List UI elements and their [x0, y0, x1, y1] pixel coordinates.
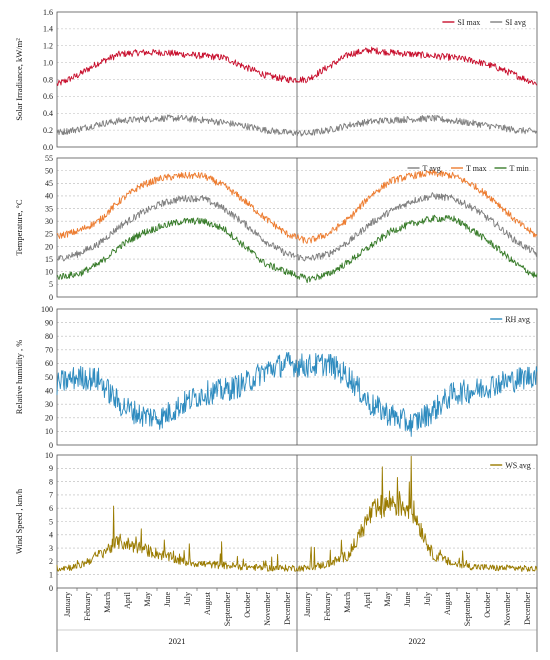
series-line-t-avg — [56, 192, 538, 262]
y-tick-label: 60 — [45, 359, 53, 368]
y-tick-label: 80 — [45, 332, 53, 341]
x-tick-label: December — [523, 592, 532, 625]
series-line-rh-avg — [56, 352, 538, 437]
x-tick-label: March — [103, 592, 112, 613]
y-tick-label: 20 — [45, 414, 53, 423]
y-tick-label: 5 — [49, 280, 53, 289]
y-tick-label: 1.4 — [43, 25, 53, 34]
y-tick-label: 0 — [49, 293, 53, 302]
x-tick-label: September — [463, 592, 472, 627]
legend-entry-label: T max — [466, 164, 487, 173]
legend-entry-label: RH avg — [505, 315, 530, 324]
panels: 0.0 0.2 0.4 0.6 0.8 1.0 1.2 1.4 1.6 Solar Irradia… — [14, 8, 538, 593]
y-tick-label: 100 — [41, 305, 53, 314]
y-axis-label: Solar Irradiance, kW/m² — [14, 38, 24, 121]
legend-entry-label: T avg — [423, 164, 441, 173]
y-tick-label: 20 — [45, 242, 53, 251]
y-tick-label: 7 — [49, 491, 53, 500]
x-axis: January February March April May June July Augu… — [56, 588, 538, 652]
y-tick-label: 35 — [45, 204, 53, 213]
y-tick-label: 0.6 — [43, 92, 53, 101]
y-tick-label: 0 — [49, 441, 53, 450]
y-tick-label: 90 — [45, 318, 53, 327]
x-tick-label: November — [503, 592, 512, 626]
y-axis-label: Wind Speed , km/h — [14, 488, 24, 554]
x-tick-label: December — [283, 592, 292, 625]
y-tick-label: 2 — [49, 557, 53, 566]
x-tick-label: June — [163, 592, 172, 607]
y-tick-label: 30 — [45, 217, 53, 226]
x-tick-label: April — [363, 591, 372, 609]
y-tick-label: 40 — [45, 386, 53, 395]
x-tick-label: March — [343, 592, 352, 613]
x-tick-label: October — [483, 592, 492, 618]
x-tick-label: November — [263, 592, 272, 626]
y-tick-label: 0.4 — [43, 109, 53, 118]
y-tick-label: 1 — [49, 571, 53, 580]
x-tick-label: September — [223, 592, 232, 627]
x-tick-label: February — [83, 592, 92, 621]
y-tick-label: 55 — [45, 154, 53, 163]
x-tick-label: February — [323, 592, 332, 621]
x-tick-label: July — [423, 592, 432, 605]
x-tick-label: June — [403, 592, 412, 607]
x-tick-label: October — [243, 592, 252, 618]
y-tick-label: 0.8 — [43, 75, 53, 84]
x-tick-label: May — [383, 592, 392, 607]
x-tick-label: January — [63, 592, 72, 617]
chart-panel-3: 0 10 20 30 40 50 60 70 80 90 100 Relative humidity … — [14, 305, 538, 450]
series-line-t-max — [56, 169, 538, 244]
series-line-si-max — [56, 46, 538, 87]
chart-panel-4: 0 1 2 3 4 5 6 7 8 9 10 Wind Speed , km/h WS avg — [14, 451, 538, 593]
x-tick-label: August — [203, 591, 212, 615]
legend-entry-label: SI max — [457, 18, 480, 27]
y-tick-label: 8 — [49, 477, 53, 486]
series-line-ws-avg — [56, 455, 538, 572]
legend-entry-label: WS avg — [505, 461, 531, 470]
y-tick-label: 10 — [45, 268, 53, 277]
y-tick-label: 45 — [45, 179, 53, 188]
legend-entry-label: T min — [510, 164, 529, 173]
y-tick-label: 4 — [49, 531, 53, 540]
y-axis-label: Relative humidity , % — [14, 340, 24, 415]
y-tick-label: 70 — [45, 346, 53, 355]
y-tick-label: 30 — [45, 400, 53, 409]
y-axis-label: Temperature, °C — [14, 199, 24, 255]
series-line-t-min — [56, 214, 538, 284]
y-tick-label: 50 — [45, 373, 53, 382]
chart-panel-2: 0 5 10 15 20 25 30 35 40 45 50 55 Temperature, °C T m… — [14, 154, 538, 302]
y-tick-label: 0.2 — [43, 126, 53, 135]
x-tick-label: August — [443, 591, 452, 615]
y-tick-label: 10 — [45, 427, 53, 436]
y-tick-label: 0.0 — [43, 143, 53, 152]
y-tick-label: 9 — [49, 464, 53, 473]
y-tick-label: 50 — [45, 166, 53, 175]
y-tick-label: 3 — [49, 544, 53, 553]
chart-panel-1: 0.0 0.2 0.4 0.6 0.8 1.0 1.2 1.4 1.6 Solar Irradia… — [14, 8, 538, 152]
year-label: 2021 — [169, 636, 186, 646]
y-tick-label: 6 — [49, 504, 53, 513]
year-label: 2022 — [409, 636, 426, 646]
x-tick-label: July — [183, 592, 192, 605]
y-tick-label: 40 — [45, 192, 53, 201]
x-tick-label: April — [123, 591, 132, 609]
y-tick-label: 15 — [45, 255, 53, 264]
y-tick-label: 0 — [49, 584, 53, 593]
y-tick-label: 25 — [45, 230, 53, 239]
y-tick-label: 5 — [49, 517, 53, 526]
legend-entry-label: SI avg — [505, 18, 526, 27]
y-tick-label: 1.6 — [43, 8, 53, 17]
x-tick-label: May — [143, 592, 152, 607]
series-line-si-avg — [56, 114, 538, 137]
y-tick-label: 1.2 — [43, 42, 53, 51]
x-tick-label: January — [303, 592, 312, 617]
y-tick-label: 1.0 — [43, 58, 53, 67]
y-tick-label: 10 — [45, 451, 53, 460]
